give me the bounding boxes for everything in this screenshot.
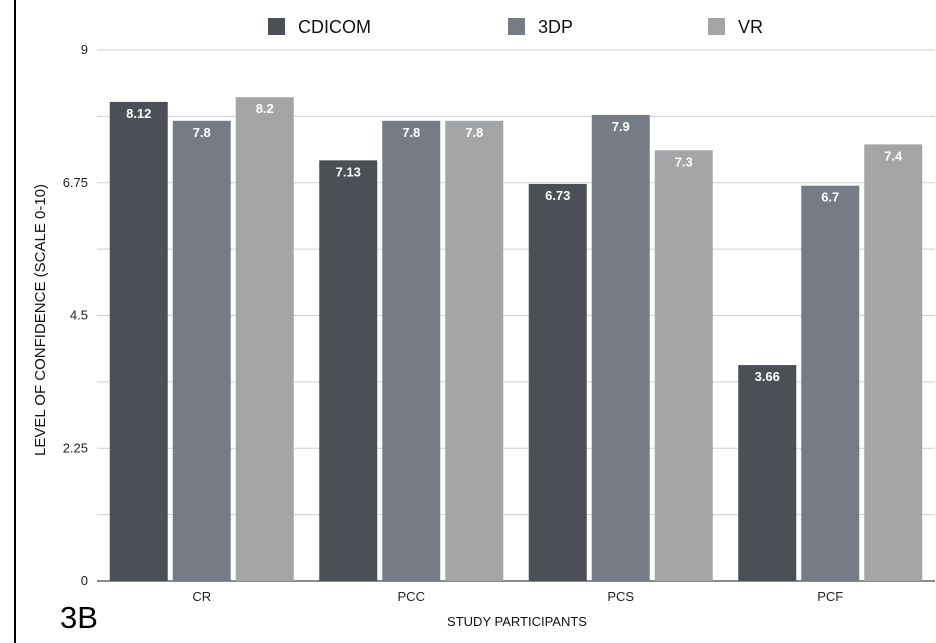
bar-value-label: 3.66 [755, 369, 780, 384]
bar [172, 120, 231, 582]
bar [801, 185, 860, 581]
bar-value-label: 6.7 [821, 190, 839, 205]
bar [864, 144, 923, 581]
bar-value-labels: 8.12 7.8 8.2 7.13 7.8 7.8 6.73 7.9 7.3 3.66 6.7 7.4 [126, 101, 903, 384]
bar-value-label: 7.8 [465, 125, 483, 140]
y-tick-label: 0 [81, 573, 88, 588]
legend-label: VR [738, 17, 763, 37]
panel-label: 3B [60, 600, 98, 635]
y-tick-label: 4.5 [70, 308, 88, 323]
y-tick-label: 9 [81, 42, 88, 57]
y-axis-title: LEVEL OF CONFIDENCE (SCALE 0-10) [32, 184, 49, 456]
legend-label: CDICOM [298, 17, 371, 37]
category-label: PCS [607, 589, 634, 604]
legend-swatch [268, 18, 285, 35]
legend-swatch [708, 18, 725, 35]
bar-value-label: 7.8 [402, 125, 420, 140]
legend-label: 3DP [538, 17, 573, 37]
x-axis-title: STUDY PARTICIPANTS [447, 614, 587, 629]
bar-value-label: 7.4 [884, 148, 903, 163]
bar-value-label: 7.13 [336, 164, 361, 179]
bar [654, 150, 713, 582]
y-tick-label: 6.75 [63, 175, 88, 190]
category-label: PCF [817, 589, 843, 604]
category-label: PCC [398, 589, 425, 604]
bar [445, 120, 504, 582]
bar [235, 97, 294, 581]
bar-value-label: 8.2 [256, 101, 274, 116]
bar-value-label: 8.12 [126, 106, 151, 121]
bar [528, 183, 587, 581]
left-border-line [14, 0, 16, 643]
bar [382, 120, 441, 582]
bar-value-label: 7.3 [675, 154, 693, 169]
category-label: CR [192, 589, 211, 604]
bar [319, 160, 378, 581]
y-tick-label: 2.25 [63, 440, 88, 455]
bar-value-label: 7.8 [193, 125, 211, 140]
category-labels: CR PCC PCS PCF [192, 589, 843, 604]
bar-value-label: 7.9 [612, 119, 630, 134]
bars [109, 97, 923, 582]
y-tick-labels: 0 2.25 4.5 6.75 9 [63, 42, 88, 588]
bar [109, 101, 168, 582]
bar [738, 365, 797, 581]
bar-value-label: 6.73 [545, 188, 570, 203]
bar [591, 114, 650, 582]
legend-swatch [508, 18, 525, 35]
legend: CDICOM 3DP VR [268, 17, 763, 37]
